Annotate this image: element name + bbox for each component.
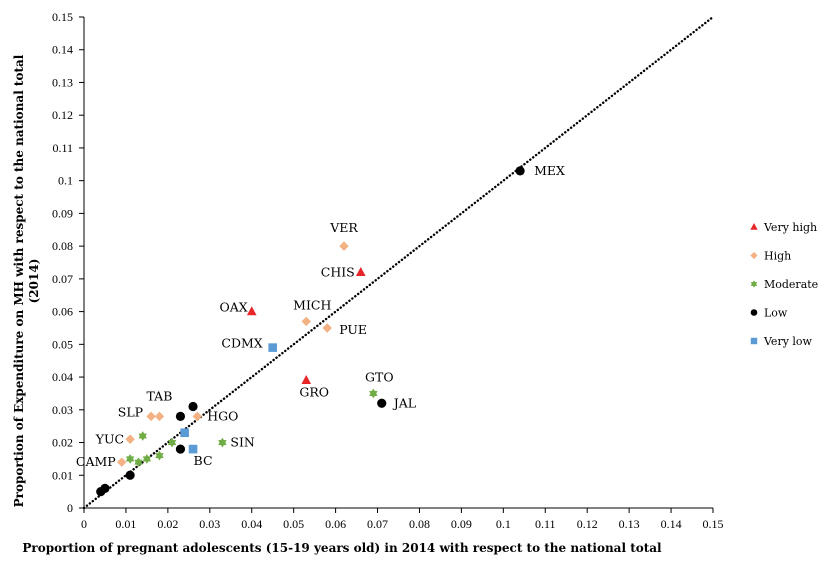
point-moderate-3 xyxy=(125,454,135,464)
point-label-chis: CHIS xyxy=(321,264,355,279)
point-very-high-oax xyxy=(246,306,257,316)
y-tick-label: 0 xyxy=(67,501,73,515)
x-tick-label: 0.11 xyxy=(535,517,556,531)
x-tick-label: 0.12 xyxy=(577,517,598,531)
x-tick-label: 0.09 xyxy=(451,517,472,531)
y-axis-title: Proportion of Expenditure on MH with res… xyxy=(12,54,26,507)
x-tick-label: 0.07 xyxy=(367,517,388,531)
point-high-tab xyxy=(154,411,165,422)
point-label-gto: GTO xyxy=(365,369,394,384)
point-low-2 xyxy=(175,411,186,421)
point-label-cdmx: CDMX xyxy=(221,336,262,351)
point-moderate-gto xyxy=(369,388,378,399)
point-very-low-bc xyxy=(188,444,198,454)
y-tick-label: 0.14 xyxy=(52,43,73,57)
y-tick-label: 0.01 xyxy=(52,468,73,482)
y-tick-label: 0.13 xyxy=(52,75,73,89)
y-tick-label: 0.09 xyxy=(52,206,73,220)
x-tick-label: 0.14 xyxy=(661,517,682,531)
data-labels: OAX CHIS GRO VER MICH PUE SLP TAB HGO YUC CAMP GTO S… xyxy=(76,163,565,469)
point-high-pue xyxy=(322,323,332,333)
point-moderate-4 xyxy=(134,457,143,467)
y-tick-label: 0.03 xyxy=(52,403,73,417)
point-label-tab: TAB xyxy=(147,388,173,403)
point-moderate-7 xyxy=(167,437,177,448)
point-label-hgo: HGO xyxy=(207,408,238,423)
point-label-ver: VER xyxy=(329,220,358,235)
legend-marker-low xyxy=(750,309,758,316)
x-tick-label: 0.13 xyxy=(619,517,640,531)
y-tick-label: 0.15 xyxy=(52,10,73,24)
x-tick-label: 0.08 xyxy=(409,517,430,531)
data-points xyxy=(96,166,525,497)
point-moderate-2 xyxy=(138,431,147,441)
x-tick-label: 0.06 xyxy=(325,517,346,531)
point-low-3 xyxy=(188,401,198,412)
point-high-ver xyxy=(339,241,349,251)
point-label-slp: SLP xyxy=(118,404,143,419)
point-label-camp: CAMP xyxy=(76,454,116,469)
y-tick-label: 0.11 xyxy=(52,141,73,155)
point-label-jal: JAL xyxy=(392,395,416,410)
legend-marker-very-high xyxy=(750,222,758,230)
y-tick-label: 0.06 xyxy=(52,305,73,319)
point-high-camp xyxy=(117,457,127,467)
point-low-7 xyxy=(100,483,110,493)
point-label-yuc: YUC xyxy=(95,431,124,446)
reference-line-layer xyxy=(82,15,715,510)
point-very-high-chis xyxy=(355,267,366,276)
point-label-bc: BC xyxy=(194,453,213,468)
legend-marker-moderate xyxy=(750,280,758,288)
point-label-oax: OAX xyxy=(220,300,248,315)
legend-marker-very-low xyxy=(750,337,758,345)
x-tick-label: 0.03 xyxy=(199,517,220,531)
point-low-mex xyxy=(515,166,525,176)
x-tick-label: 0 xyxy=(81,517,87,531)
legend-marker-high xyxy=(750,251,758,260)
point-label-sin: SIN xyxy=(230,435,255,450)
point-label-pue: PUE xyxy=(339,322,367,337)
point-very-low-2 xyxy=(180,428,189,438)
point-low-jal xyxy=(377,398,387,408)
point-label-mex: MEX xyxy=(534,163,565,178)
legend-label-high: High xyxy=(764,250,791,263)
legend-label-very-high: Very high xyxy=(763,221,817,234)
point-label-mich: MICH xyxy=(293,297,331,312)
legend-label-very-low: Very low xyxy=(763,335,813,348)
x-tick-label: 0.1 xyxy=(496,517,511,531)
axes: 0 0.01 0.02 0.03 0.04 0.05 0.06 0.07 0.08 0.09 0.1… xyxy=(52,10,724,531)
point-high-hgo xyxy=(192,411,202,422)
point-moderate-sin xyxy=(218,437,227,448)
y-axis-title-line-2: (2014) xyxy=(27,259,41,304)
x-tick-label: 0.01 xyxy=(115,517,136,531)
legend: Very high High Moderate Low Very low xyxy=(750,221,818,348)
x-tick-label: 0.04 xyxy=(241,517,262,531)
x-tick-label: 0.05 xyxy=(283,517,304,531)
point-moderate-6 xyxy=(155,450,164,461)
reference-line xyxy=(82,15,715,510)
point-label-gro: GRO xyxy=(299,384,329,399)
y-tick-label: 0.04 xyxy=(52,370,73,384)
point-high-slp xyxy=(146,411,156,422)
point-very-low-cdmx xyxy=(268,343,277,352)
y-tick-label: 0.07 xyxy=(52,272,73,286)
y-tick-label: 0.08 xyxy=(52,239,73,253)
x-tick-label: 0.15 xyxy=(703,517,724,531)
y-tick-label: 0.1 xyxy=(58,174,73,188)
x-tick-label: 0.02 xyxy=(157,517,178,531)
point-high-yuc xyxy=(125,434,135,444)
point-low-5 xyxy=(125,470,135,480)
y-tick-label: 0.12 xyxy=(52,108,73,122)
x-axis-title: Proportion of pregnant adolescents (15-1… xyxy=(22,541,662,555)
y-tick-label: 0.05 xyxy=(52,337,73,351)
point-moderate-5 xyxy=(142,454,152,464)
point-low-4 xyxy=(175,444,186,454)
legend-label-low: Low xyxy=(764,307,788,320)
point-very-high-gro xyxy=(301,375,312,385)
y-tick-label: 0.02 xyxy=(52,436,73,450)
point-high-mich xyxy=(301,316,311,327)
legend-label-moderate: Moderate xyxy=(764,278,818,291)
